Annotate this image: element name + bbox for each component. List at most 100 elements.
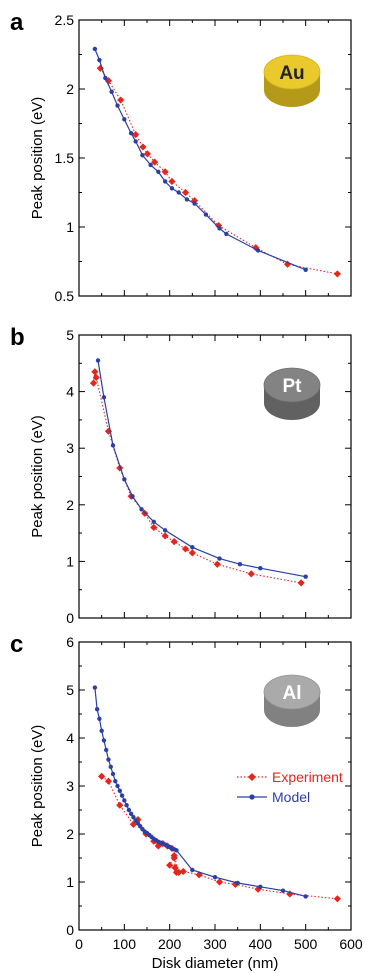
data-point-experiment [139,143,147,151]
series-group [92,685,341,903]
data-point-model [122,477,127,482]
data-point-model [303,574,308,579]
data-point-model [192,201,197,206]
x-tick-label: 0 [75,936,83,952]
legend-marker [248,773,256,781]
data-point-model [184,197,190,202]
x-tick-label: 400 [249,936,273,952]
data-point-model [104,747,109,753]
y-tick-label: 2.5 [55,12,75,28]
data-point-experiment [143,150,152,158]
data-point-model [110,771,116,777]
data-point-experiment [333,895,341,903]
y-tick-label: 5 [66,682,74,698]
y-axis-label: Peak position (eV) [29,97,46,220]
data-point-experiment [170,852,178,860]
data-point-model [97,716,102,721]
data-point-experiment [254,885,262,893]
y-tick-label: 1.5 [55,150,75,166]
data-point-model [203,212,209,217]
disk-illustration: Al [263,674,321,727]
y-tick-label: 3 [66,778,74,794]
data-point-experiment [104,427,113,435]
data-point-model [217,226,222,231]
y-tick-label: 0.5 [55,288,75,304]
data-point-experiment [92,373,100,382]
data-point-experiment [283,260,292,268]
y-tick-label: 0 [66,922,74,938]
legend-marker [249,794,255,800]
x-tick-label: 100 [113,936,137,952]
data-point-model [117,788,123,793]
data-point-experiment [168,177,176,186]
y-tick-label: 6 [66,634,74,650]
data-point-model [217,556,222,561]
data-point-model [139,507,144,512]
data-point-model [122,117,127,122]
data-point-model [133,139,138,144]
disk-top [263,674,321,710]
data-point-model [92,46,98,52]
data-point-model [115,103,120,108]
data-point-experiment [134,816,142,824]
data-point-model [255,248,261,253]
data-point-experiment [188,549,196,557]
disk-illustration: Pt [263,367,321,420]
data-point-experiment [150,523,158,532]
data-point-experiment [161,168,169,176]
data-point-model [190,545,195,550]
legend: Experiment Model [237,769,343,805]
legend-label: Experiment [272,769,343,785]
data-point-experiment [170,537,178,546]
panel-a: a 0.5 1 1.5 2 2.5 Peak position (eV) Au [10,9,352,304]
data-point-experiment [231,880,239,888]
data-point-experiment [129,820,137,828]
data-point-experiment [98,772,106,780]
data-point-model [212,875,218,880]
data-point-model [131,815,136,820]
y-tick-label: 2 [66,81,74,97]
y-axis-label: Peak position (eV) [29,415,46,538]
data-point-model [108,764,113,769]
data-point-model [115,783,120,789]
data-point-model [148,162,153,168]
x-tick-label: 300 [203,936,227,952]
disk-top [263,367,321,403]
y-tick-label: 4 [66,384,74,400]
data-point-model [235,880,240,886]
data-point-experiment [116,801,124,809]
data-point-model [126,807,132,813]
data-point-experiment [104,777,113,785]
data-point-model [140,153,145,158]
data-point-experiment [150,837,158,845]
data-point-experiment [215,878,224,886]
data-point-model [130,494,135,499]
y-tick-label: 5 [66,327,74,343]
data-point-model [113,779,118,784]
data-point-experiment [181,188,190,197]
y-tick-label: 4 [66,730,74,746]
data-point-experiment [333,270,341,278]
data-point-model [258,884,263,889]
y-tick-label: 3 [66,440,74,456]
data-point-experiment [161,532,169,540]
data-point-experiment [117,96,125,104]
x-tick-label: 500 [294,936,318,952]
data-point-experiment [91,368,99,376]
data-point-model [101,738,107,743]
y-tick-label: 2 [66,497,74,513]
data-point-experiment [151,158,159,166]
data-point-model [110,443,116,448]
data-point-model [128,811,134,817]
data-point-model [280,888,286,893]
data-point-experiment [132,130,140,139]
panel-c: c 0 1 2 3 4 5 6 0 100 200 300 400 500 600 Peak position… [10,631,363,972]
x-axis-label: Disk diameter (nm) [152,955,279,972]
data-point-model [95,358,101,363]
data-point-model [97,57,102,63]
data-point-model [122,798,127,803]
data-point-model [303,894,308,899]
series-group [92,46,341,278]
metal-label: Pt [283,376,303,397]
